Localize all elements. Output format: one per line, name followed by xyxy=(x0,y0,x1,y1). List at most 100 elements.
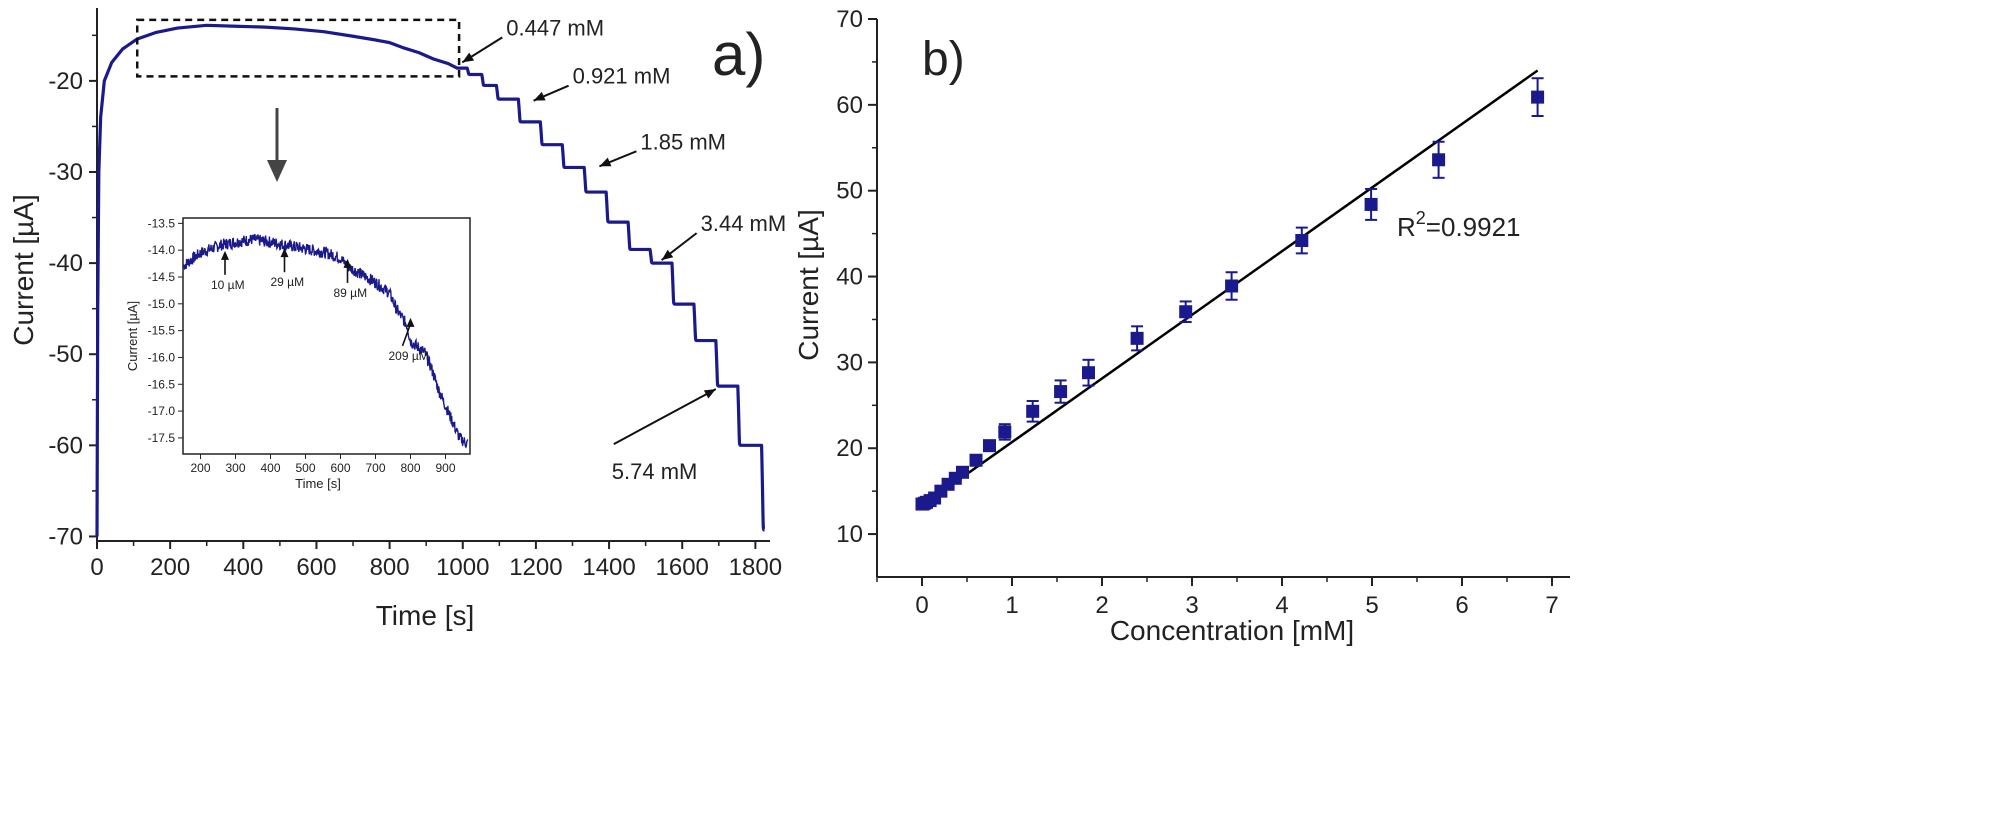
x-tick-label: 1800 xyxy=(729,554,782,581)
annotation-arrow-head-icon xyxy=(661,249,674,261)
panel-a: a) Time [s] Current [µA] 0 200 400 600 800 10… xyxy=(8,8,786,631)
inset-annotation-label: 209 µM xyxy=(389,349,429,363)
x-tick-label: 1 xyxy=(1005,592,1018,619)
y-tick-label: -30 xyxy=(48,159,83,186)
annotation-label: 3.44 mM xyxy=(701,211,787,236)
inset-xlabel: Time [s] xyxy=(295,476,341,491)
r2-main: R xyxy=(1397,212,1416,242)
annotation-label: 5.74 mM xyxy=(612,459,698,484)
data-point xyxy=(956,465,969,479)
inset-annotation-label: 10 µM xyxy=(211,278,245,292)
inset-y-tick-label: -14.5 xyxy=(148,270,176,284)
inset-y-tick-label: -15.0 xyxy=(148,297,176,311)
x-tick-label: 4 xyxy=(1275,592,1288,619)
data-point xyxy=(1179,305,1193,319)
inset-y-tick-label: -16.5 xyxy=(148,377,176,391)
y-tick-label: 20 xyxy=(836,435,863,462)
panel-b-points xyxy=(915,77,1545,511)
y-tick-label: 10 xyxy=(836,521,863,548)
y-tick-label: 30 xyxy=(836,349,863,376)
data-point xyxy=(1364,197,1378,211)
annotation-arrow-head-icon xyxy=(462,52,475,63)
x-tick-label: 200 xyxy=(150,554,190,581)
panel-a-ylabel: Current [µA] xyxy=(8,194,39,346)
inset-annotations: 10 µM 29 µM 89 µM 209 µM xyxy=(211,248,429,363)
y-tick-label: 40 xyxy=(836,264,863,291)
x-tick-label: 3 xyxy=(1185,592,1198,619)
inset-arrow-head-icon xyxy=(280,248,289,258)
inset-y-tick-label: -15.5 xyxy=(148,324,176,338)
x-tick-label: 1400 xyxy=(582,554,635,581)
inset-frame xyxy=(182,217,471,455)
x-tick-label: 2 xyxy=(1095,592,1108,619)
x-tick-label: 1200 xyxy=(509,554,562,581)
inset-x-tick-label: 800 xyxy=(400,461,420,475)
r2-sup: 2 xyxy=(1416,208,1426,228)
x-tick-label: 6 xyxy=(1455,592,1468,619)
x-tick-label: 600 xyxy=(296,554,336,581)
annotation-label: 0.921 mM xyxy=(573,64,671,89)
y-tick-label: 50 xyxy=(836,178,863,205)
data-point xyxy=(1531,90,1545,104)
panel-b-r2-annotation: R2=0.9921 xyxy=(1397,208,1521,242)
inset-series-line xyxy=(183,233,469,449)
x-tick-label: 800 xyxy=(370,554,410,581)
inset-x-tick-label: 700 xyxy=(365,461,385,475)
panel-a-annotations: 0.447 mM 0.921 mM 1.85 mM 3.44 mM 5.74 mM xyxy=(461,15,787,484)
inset-series xyxy=(183,233,469,449)
inset-annotation-label: 89 µM xyxy=(334,286,368,300)
panel-b-xlabel: Concentration [mM] xyxy=(1110,615,1354,646)
y-tick-label: -60 xyxy=(48,432,83,459)
panel-a-inset: 200 300 400 500 600 700 800 900 -13.5 -14.0 -14.5 -… xyxy=(125,216,471,491)
data-point xyxy=(983,439,996,453)
inset-annotation-label: 29 µM xyxy=(271,275,305,289)
data-point xyxy=(1295,233,1309,247)
inset-y-tick-label: -17.0 xyxy=(148,404,176,418)
inset-x-tick-label: 400 xyxy=(260,461,280,475)
panel-a-series-line xyxy=(95,23,766,537)
inset-arrow-head-icon xyxy=(406,317,415,327)
r2-rest: =0.9921 xyxy=(1426,212,1521,242)
y-tick-label: 70 xyxy=(836,6,863,33)
y-tick-label: 60 xyxy=(836,92,863,119)
data-point xyxy=(1054,385,1068,399)
inset-x-tick-label: 900 xyxy=(435,461,455,475)
inset-y-tick-label: -13.5 xyxy=(148,216,176,230)
inset-y-tick-label: -14.0 xyxy=(148,243,176,257)
annotation-label: 0.447 mM xyxy=(506,15,604,40)
inset-y-tick-label: -17.5 xyxy=(148,431,176,445)
annotation-arrow-head-icon xyxy=(533,91,546,101)
inset-ylabel: Current [µA] xyxy=(125,301,140,371)
x-tick-label: 7 xyxy=(1545,592,1558,619)
x-tick-label: 5 xyxy=(1365,592,1378,619)
x-tick-label: 400 xyxy=(223,554,263,581)
panel-b-ticks: 0 1 2 3 4 5 6 7 10 20 30 40 50 60 70 xyxy=(836,6,1558,619)
panel-a-ticks: 0 200 400 600 800 1000 1200 1400 1600 1800 -20 -30 -… xyxy=(48,34,782,581)
data-point xyxy=(969,453,983,467)
data-point xyxy=(998,425,1012,439)
x-tick-label: 0 xyxy=(915,592,928,619)
y-tick-label: -70 xyxy=(48,523,83,550)
panel-a-zoom-box xyxy=(135,18,461,78)
zoom-arrow-head-icon xyxy=(267,160,287,182)
inset-annotation-arrow xyxy=(401,323,412,347)
annotation-arrow xyxy=(613,388,717,445)
inset-x-tick-label: 200 xyxy=(190,461,210,475)
inset-y-tick-label: -16.0 xyxy=(148,350,176,364)
annotation-label: 1.85 mM xyxy=(640,129,726,154)
y-tick-label: -20 xyxy=(48,68,83,95)
data-point xyxy=(1130,331,1144,345)
panel-a-label: a) xyxy=(712,21,765,88)
panel-b-label: b) xyxy=(922,33,965,86)
inset-ticks: 200 300 400 500 600 700 800 900 -13.5 -14.0 -14.5 -… xyxy=(148,216,456,475)
inset-arrow-head-icon xyxy=(343,258,352,268)
annotation-arrow-head-icon xyxy=(703,389,716,399)
data-point xyxy=(1026,404,1040,418)
x-tick-label: 1000 xyxy=(436,554,489,581)
panel-a-series xyxy=(95,23,766,537)
annotation-arrow-head-icon xyxy=(599,157,612,167)
y-tick-label: -50 xyxy=(48,341,83,368)
panel-b-ylabel: Current [µA] xyxy=(793,209,824,361)
zoom-rectangle xyxy=(135,18,461,78)
